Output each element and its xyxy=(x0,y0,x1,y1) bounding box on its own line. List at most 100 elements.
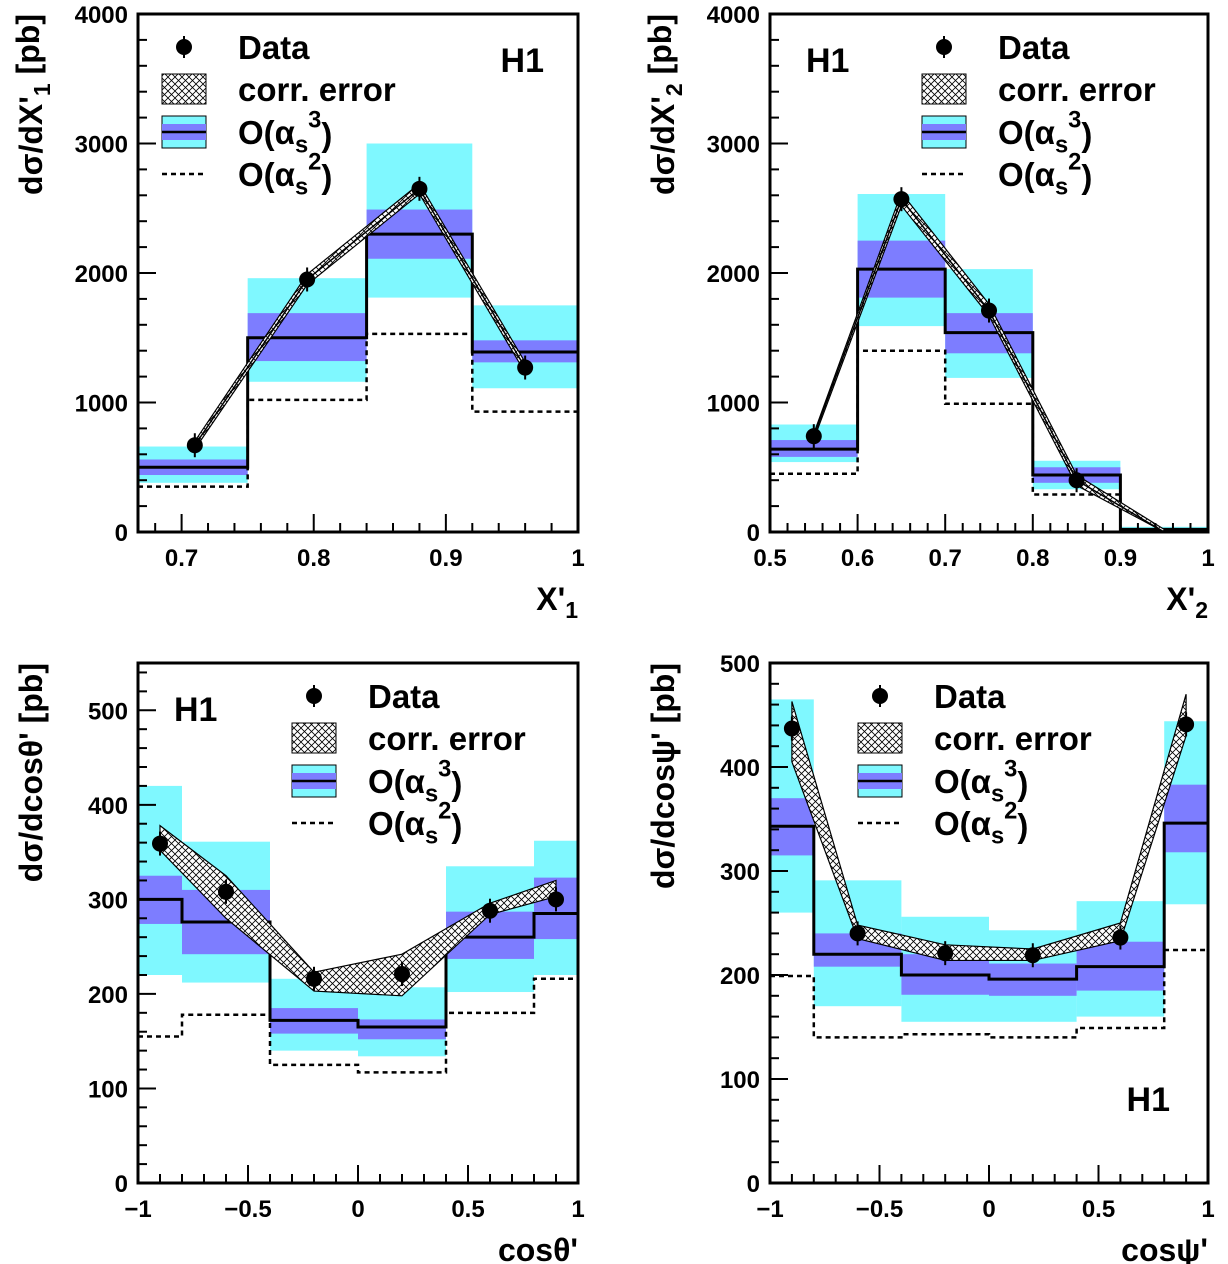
x-tick-label: −0.5 xyxy=(856,1196,903,1223)
experiment-label: H1 xyxy=(1127,1081,1170,1119)
legend-nlo-label: O(αs​3​) xyxy=(998,107,1092,159)
legend-lo-label: O(αs​2​) xyxy=(368,798,462,850)
x-tick-label: 1 xyxy=(571,545,584,572)
y-tick-label: 200 xyxy=(88,982,128,1009)
legend-lo-label: O(αs​2​) xyxy=(934,798,1028,850)
y-tick-label: 2000 xyxy=(75,261,128,288)
x-tick-label: 0.9 xyxy=(429,545,462,572)
x-axis-label: X'2​ xyxy=(1166,581,1208,623)
data-point xyxy=(805,428,822,445)
x-tick-label: 1 xyxy=(571,1196,584,1223)
legend-corr-error-swatch xyxy=(921,73,967,105)
x-tick-label: 0 xyxy=(351,1196,364,1223)
y-tick-label: 400 xyxy=(720,755,760,782)
nlo-inner-band-bin xyxy=(358,1019,446,1040)
y-tick-label: 500 xyxy=(720,651,760,678)
data-point xyxy=(394,966,410,983)
x-tick-label: 0.6 xyxy=(841,545,874,572)
data-point xyxy=(306,970,322,987)
legend-data-marker xyxy=(936,39,952,55)
y-tick-label: 0 xyxy=(115,1171,128,1198)
legend-nlo-label: O(αs​3​) xyxy=(368,756,462,808)
legend-data-label: Data xyxy=(368,678,440,715)
chart-panel-bottom-left: −1 −0.5 0 0.5 1 0 100 200 300 400 500 cosθ' dσ/dcosθ… xyxy=(13,661,585,1264)
legend-corr-error-label: corr. error xyxy=(368,720,526,757)
y-tick-label: 0 xyxy=(747,520,760,547)
legend-data-marker xyxy=(306,688,322,704)
data-point xyxy=(981,302,997,319)
chart-panel-bottom-right: −1 −0.5 0 0.5 1 0 100 200 300 400 500 cosψ' dσ/dcosψ… xyxy=(645,651,1215,1264)
data-connecting-line xyxy=(194,187,526,446)
y-tick-label: 2000 xyxy=(707,261,760,288)
y-tick-label: 4000 xyxy=(707,2,760,29)
legend-data-label: Data xyxy=(998,29,1070,66)
y-tick-label: 1000 xyxy=(75,391,128,418)
data-point xyxy=(218,883,234,900)
x-axis-label: cosθ' xyxy=(498,1232,578,1264)
x-tick-label: 0.5 xyxy=(1082,1196,1115,1223)
legend-corr-error-swatch xyxy=(857,722,903,754)
legend-corr-error-swatch xyxy=(291,722,337,754)
legend-lo-label: O(αs​2​) xyxy=(238,149,332,201)
data-point xyxy=(849,925,866,942)
x-axis-label: X'1​ xyxy=(536,581,578,623)
y-axis-label: dσ/dX'1​ [pb] xyxy=(10,14,55,195)
y-tick-label: 500 xyxy=(88,698,128,725)
x-tick-label: 0.9 xyxy=(1104,545,1137,572)
legend-data-label: Data xyxy=(934,678,1006,715)
experiment-label: H1 xyxy=(806,42,849,80)
nlo-prediction-line xyxy=(770,821,1208,981)
x-tick-label: 0.7 xyxy=(165,545,198,572)
data-point xyxy=(299,271,316,288)
data-point xyxy=(411,180,428,197)
chart-panel-top-right: 0.5 0.6 0.7 0.8 0.9 1 0 1000 2000 3000 4000 X'2​ dσ/… xyxy=(642,2,1215,623)
data-point xyxy=(1112,929,1129,946)
y-axis-label: dσ/dX'2​ [pb] xyxy=(642,14,687,195)
x-tick-label: 1 xyxy=(1201,1196,1214,1223)
data-point xyxy=(548,891,564,908)
lo-prediction-line xyxy=(138,332,578,488)
x-axis-label: cosψ' xyxy=(1121,1232,1208,1264)
legend-nlo-label: O(αs​3​) xyxy=(934,756,1028,808)
experiment-label: H1 xyxy=(501,42,544,80)
data-point xyxy=(517,359,534,376)
data-point xyxy=(783,720,800,737)
lo-prediction-line xyxy=(138,977,578,1074)
legend-data-marker xyxy=(176,39,192,55)
y-tick-label: 4000 xyxy=(75,2,128,29)
legend-nlo-label: O(αs​3​) xyxy=(238,107,332,159)
nlo-inner-band-bin xyxy=(1164,784,1208,853)
y-tick-label: 1000 xyxy=(707,391,760,418)
y-tick-label: 0 xyxy=(115,520,128,547)
legend-data-label: Data xyxy=(238,29,310,66)
data-point xyxy=(1178,716,1195,733)
legend-corr-error-label: corr. error xyxy=(238,71,396,108)
y-tick-label: 300 xyxy=(88,887,128,914)
y-axis-label: dσ/dcosθ' [pb] xyxy=(13,663,49,882)
x-tick-label: 0.8 xyxy=(297,545,330,572)
x-tick-label: 1 xyxy=(1201,545,1214,572)
legend-corr-error-label: corr. error xyxy=(934,720,1092,757)
data-point xyxy=(482,902,498,919)
data-point xyxy=(893,191,910,208)
legend-lo-label: O(αs​2​) xyxy=(998,149,1092,201)
y-tick-label: 100 xyxy=(88,1076,128,1103)
y-tick-label: 3000 xyxy=(75,132,128,159)
data-point xyxy=(186,437,203,454)
y-tick-label: 300 xyxy=(720,859,760,886)
x-tick-label: −1 xyxy=(756,1196,783,1223)
legend-corr-error-swatch xyxy=(161,73,207,105)
y-axis-label: dσ/dcosψ' [pb] xyxy=(645,663,681,889)
y-tick-label: 0 xyxy=(747,1171,760,1198)
x-tick-label: 0.7 xyxy=(929,545,962,572)
experiment-label: H1 xyxy=(174,691,217,729)
x-tick-label: 0.5 xyxy=(753,545,786,572)
x-tick-label: 0.5 xyxy=(451,1196,484,1223)
x-tick-label: −1 xyxy=(124,1196,151,1223)
data-point xyxy=(152,835,168,852)
data-point xyxy=(1068,472,1085,489)
